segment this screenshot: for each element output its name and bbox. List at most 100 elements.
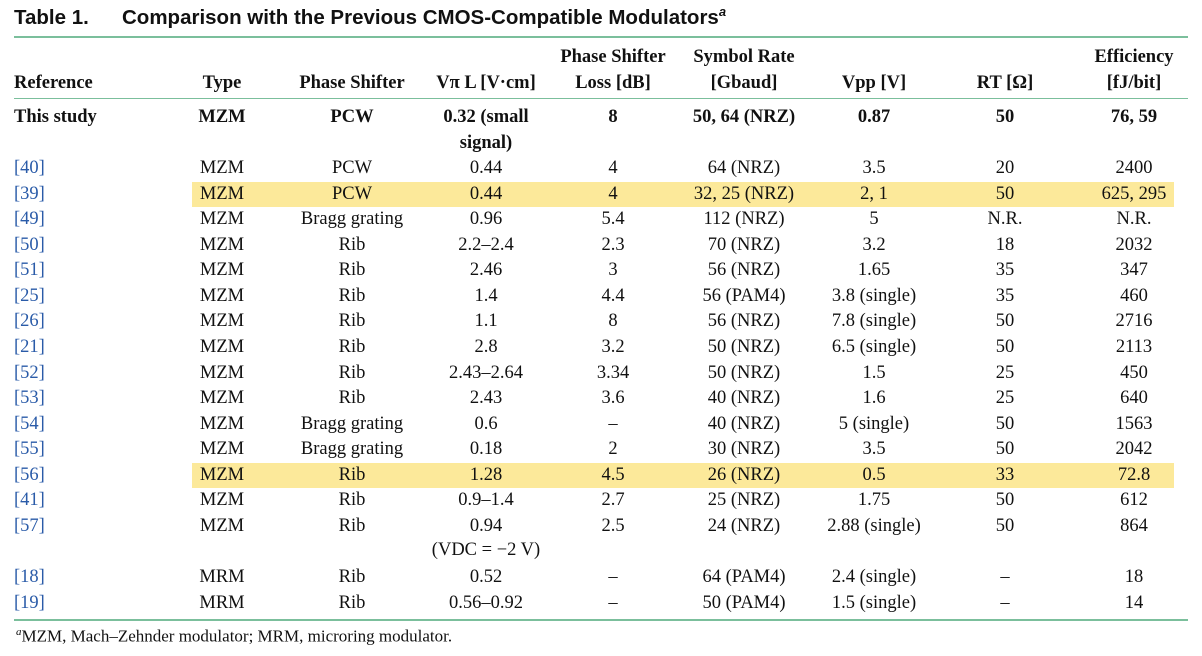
cell-loss: 4 (608, 158, 618, 178)
cell-reference[interactable]: [41] (14, 490, 45, 510)
cell-vpi-l: 0.96 (469, 209, 503, 229)
cell-reference[interactable]: [51] (14, 260, 45, 280)
cell-efficiency: 1563 (1115, 414, 1153, 434)
this-study-vpi-l-line1: 0.32 (small (443, 107, 529, 127)
cell-vpi-l: 2.43–2.64 (449, 363, 523, 383)
cell-symbol-rate: 40 (NRZ) (707, 414, 781, 434)
cell-efficiency: 864 (1120, 516, 1148, 536)
cell-reference[interactable]: [18] (14, 567, 45, 587)
this-study-vpp: 0.87 (857, 107, 891, 127)
header-rt: RT [Ω] (976, 73, 1034, 93)
cell-efficiency: 2400 (1115, 158, 1153, 178)
cell-reference[interactable]: [56] (14, 465, 45, 485)
cell-type: MZM (199, 516, 245, 536)
cell-phase-shifter: Rib (338, 311, 366, 331)
cell-type: MZM (199, 311, 245, 331)
cell-rt: 35 (995, 286, 1015, 306)
cell-type: MZM (199, 337, 245, 357)
cell-phase-shifter: Rib (338, 286, 366, 306)
cell-reference[interactable]: [25] (14, 286, 45, 306)
cell-symbol-rate: 40 (NRZ) (707, 388, 781, 408)
cell-loss: 3.34 (596, 363, 630, 383)
row-57-vdc-note: (VDC = −2 V) (431, 540, 541, 560)
cell-phase-shifter: Rib (338, 465, 366, 485)
cell-symbol-rate: 112 (NRZ) (703, 209, 785, 229)
cell-reference[interactable]: [57] (14, 516, 45, 536)
cell-efficiency: 450 (1120, 363, 1148, 383)
cell-reference[interactable]: [55] (14, 439, 45, 459)
top-rule (14, 36, 1188, 38)
cell-vpp: 2.4 (single) (831, 567, 917, 587)
cell-reference[interactable]: [50] (14, 235, 45, 255)
cell-vpp: 0.5 (862, 465, 886, 485)
cell-symbol-rate: 56 (NRZ) (707, 260, 781, 280)
cell-vpi-l: 0.44 (469, 184, 503, 204)
cell-type: MZM (199, 465, 245, 485)
cell-vpi-l: 0.94 (469, 516, 503, 536)
cell-efficiency: 347 (1120, 260, 1148, 280)
cell-symbol-rate: 56 (NRZ) (707, 311, 781, 331)
cell-reference[interactable]: [54] (14, 414, 45, 434)
cell-type: MRM (199, 593, 245, 613)
cell-type: MZM (199, 235, 245, 255)
cell-reference[interactable]: [39] (14, 184, 45, 204)
cell-loss: 4.5 (601, 465, 625, 485)
cell-reference[interactable]: [19] (14, 593, 45, 613)
cell-vpi-l: 1.28 (469, 465, 503, 485)
cell-vpi-l: 0.44 (469, 158, 503, 178)
cell-loss: 2.5 (601, 516, 625, 536)
cell-vpp: 3.8 (single) (831, 286, 917, 306)
cell-phase-shifter: Rib (338, 593, 366, 613)
cell-reference[interactable]: [49] (14, 209, 45, 229)
cell-type: MZM (199, 414, 245, 434)
cell-symbol-rate: 50 (NRZ) (707, 337, 781, 357)
cell-vpp: 5 (single) (838, 414, 910, 434)
cell-loss: – (608, 414, 618, 434)
cell-efficiency: 2716 (1115, 311, 1153, 331)
cell-vpp: 2, 1 (860, 184, 888, 204)
header-vpi-l-text: Vπ L [V·cm] (436, 73, 536, 93)
cell-phase-shifter: PCW (331, 184, 373, 204)
cell-phase-shifter: Bragg grating (300, 414, 404, 434)
header-loss-line2: Loss [dB] (575, 73, 651, 93)
caption-note-mark: a (718, 4, 727, 19)
cell-vpi-l: 1.1 (474, 311, 498, 331)
cell-reference[interactable]: [21] (14, 337, 45, 357)
cell-type: MZM (199, 490, 245, 510)
cell-rt: – (1000, 593, 1010, 613)
cell-vpp: 1.5 (862, 363, 886, 383)
cell-vpi-l: 1.4 (474, 286, 498, 306)
this-study-type: MZM (198, 107, 246, 127)
cell-reference[interactable]: [40] (14, 158, 45, 178)
table-caption: Table 1. Comparison with the Previous CMO… (14, 4, 726, 30)
this-study-vpi-l-line2: signal) (459, 133, 513, 153)
cell-loss: 5.4 (601, 209, 625, 229)
cell-type: MRM (199, 567, 245, 587)
cell-vpp: 7.8 (single) (831, 311, 917, 331)
cell-type: MZM (199, 286, 245, 306)
header-loss-line1: Phase Shifter (560, 47, 666, 67)
cell-rt: 25 (995, 388, 1015, 408)
cell-efficiency: N.R. (1116, 209, 1152, 229)
cell-loss: 4 (608, 184, 618, 204)
footnote-mark: a (16, 626, 22, 638)
cell-vpp: 1.65 (857, 260, 891, 280)
cell-loss: – (608, 567, 618, 587)
this-study-rt: 50 (995, 107, 1015, 127)
this-study-rate: 50, 64 (NRZ) (692, 107, 796, 127)
cell-phase-shifter: Rib (338, 516, 366, 536)
cell-symbol-rate: 30 (NRZ) (707, 439, 781, 459)
this-study-loss: 8 (608, 107, 618, 127)
footnote-text: MZM, Mach–Zehnder modulator; MRM, micror… (21, 626, 453, 646)
cell-rt: 20 (995, 158, 1015, 178)
cell-rt: 50 (995, 439, 1015, 459)
cell-reference[interactable]: [53] (14, 388, 45, 408)
this-study-reference: This study (14, 107, 97, 127)
cell-reference[interactable]: [26] (14, 311, 45, 331)
cell-symbol-rate: 25 (NRZ) (707, 490, 781, 510)
cell-reference[interactable]: [52] (14, 363, 45, 383)
header-vpi-l: Vπ L [V·cm] (424, 70, 548, 96)
cell-efficiency: 18 (1124, 567, 1144, 587)
cell-phase-shifter: Rib (338, 388, 366, 408)
cell-vpi-l: 0.56–0.92 (449, 593, 523, 613)
